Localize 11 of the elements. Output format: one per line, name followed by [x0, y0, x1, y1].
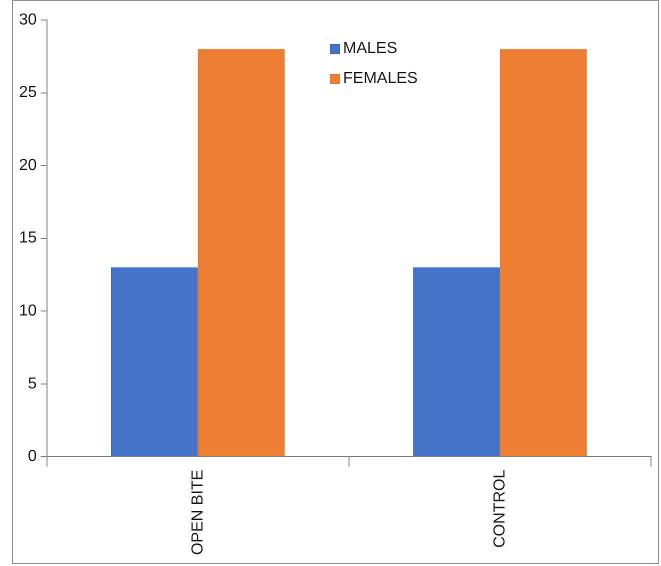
y-tick-label: 10 — [19, 302, 37, 320]
y-tick-label: 15 — [19, 230, 37, 247]
y-tick-label: 30 — [19, 11, 37, 28]
x-tick-label: CONTROL — [491, 470, 508, 548]
legend-label: MALES — [343, 40, 398, 58]
y-tick-label: 25 — [19, 84, 37, 102]
legend-label: FEMALES — [343, 70, 418, 88]
y-tick-label: 5 — [28, 375, 37, 392]
x-tick-label: OPEN BITE — [189, 470, 206, 556]
y-tick-label: 0 — [28, 448, 37, 466]
y-tick-label: 20 — [19, 156, 37, 174]
